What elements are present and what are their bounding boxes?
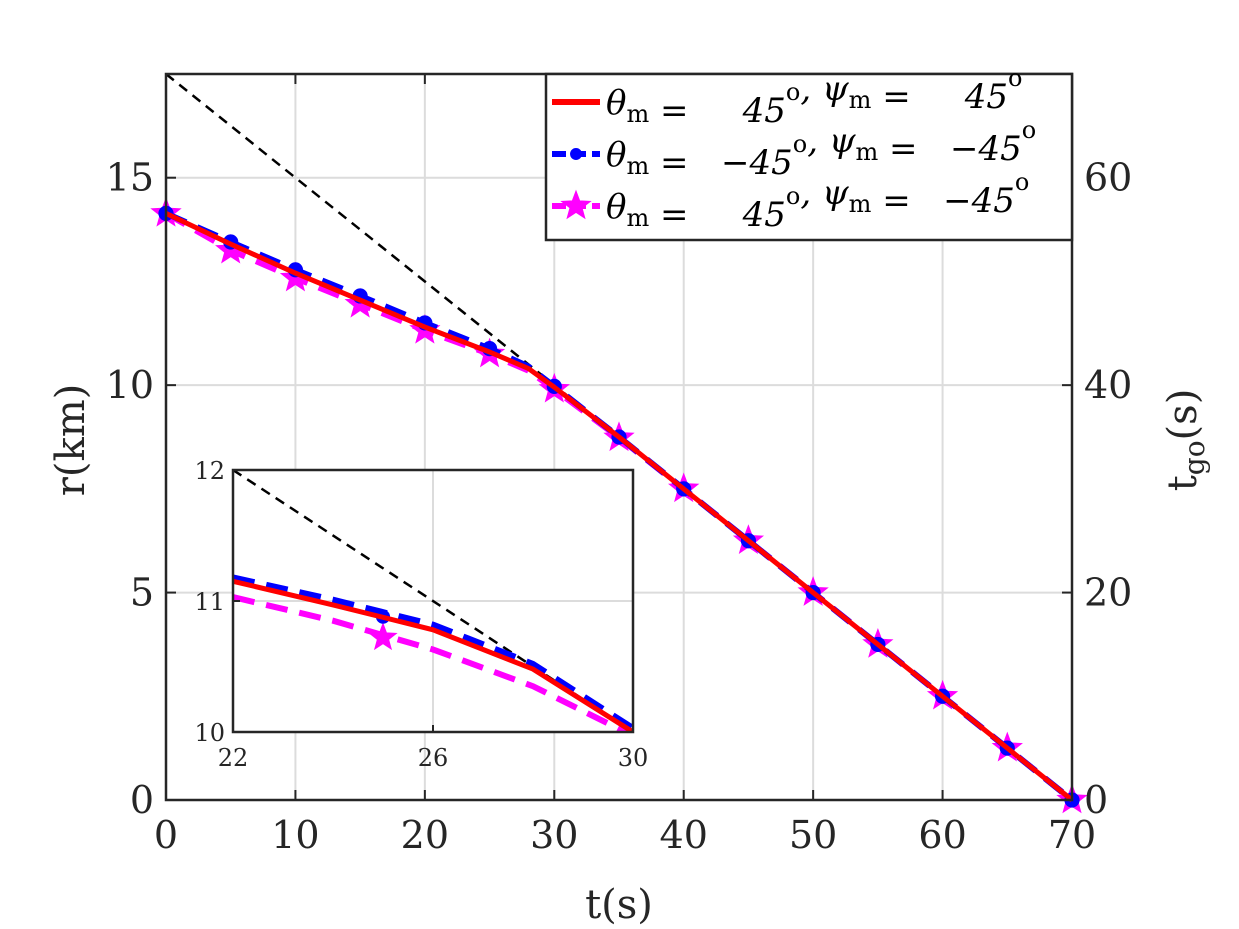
x-tick-label: 70 [1048,813,1096,857]
legend-entry-part: = 45 [649,195,786,235]
legend-entry-part: o [1008,64,1022,92]
y-axis-title-right-sub: go [1178,440,1211,475]
legend-entry-part: m [626,100,649,128]
legend-entry-part: = 45 [649,91,786,131]
y-tick-label-left: 15 [106,156,154,200]
x-tick-label: 0 [154,813,178,857]
y-tick-label-right: 60 [1084,156,1132,200]
y-tick-label-left: 0 [130,778,154,822]
y-tick-label-left: 5 [130,571,154,615]
series-marker [560,189,592,220]
legend-entry-part: o [1015,168,1029,196]
legend-entry-part: m [626,204,649,232]
inset-series-line [233,594,632,732]
legend-entry-part: = −45 [878,129,1022,169]
inset-y-tick-label: 11 [194,588,225,616]
inset-series-line [233,574,633,731]
x-tick-label: 30 [530,813,578,857]
inset-y-tick-label: 10 [194,719,225,747]
inset-series-line [233,578,633,732]
legend-entry-part: o [786,182,800,210]
x-axis-title: t(s) [585,882,653,928]
legend-entry-part: θ [606,187,626,227]
legend-entry-part: θ [606,135,626,175]
inset-x-tick-label: 22 [218,744,249,772]
inset-x-tick-label: 26 [418,744,449,772]
legend-entry-part: θ [606,83,626,123]
main-plot [150,73,1088,814]
series-line [164,210,1074,803]
legend-entry-part: m [855,138,878,166]
legend-entry-part: m [626,152,649,180]
legend-entry-part: m [849,86,872,114]
legend-entry-part: , ψ [800,173,849,213]
x-tick-label: 40 [660,813,708,857]
y-tick-label-right: 20 [1084,571,1132,615]
legend-entry-part: , ψ [800,69,849,109]
y-tick-label-right: 0 [1084,778,1108,822]
legend-entry-part: = −45 [649,143,793,183]
legend-entry-part: m [849,190,872,218]
y-tick-label-left: 10 [106,363,154,407]
legend-entry-part: = 45 [871,77,1008,117]
x-tick-label: 50 [789,813,837,857]
y-tick-label-right: 40 [1084,363,1132,407]
inset-content [233,470,633,732]
legend-entry-part: = −45 [871,181,1015,221]
series-marker [570,148,582,160]
inset-y-tick-label: 12 [194,457,225,485]
series-marker [368,622,398,651]
y-axis-title-right-unit: (s) [1160,389,1206,441]
inset-plot: 22 26 30 10 11 12 [194,457,648,772]
series-line [164,211,1074,802]
y-axis-title-right: tgo(s) [1160,389,1211,492]
legend-entry-part: , ψ [807,121,856,161]
legend-entry-part: o [786,78,800,106]
y-axis-title-left: r(km) [48,384,94,497]
x-tick-label: 60 [918,813,966,857]
inset-x-tick-label: 30 [618,744,649,772]
x-tick-label: 10 [271,813,319,857]
series-line [164,210,1074,803]
x-tick-label: 20 [401,813,449,857]
legend-box [544,72,1074,242]
legend-entry-label: θm = 45o, ψm = 45o [606,64,1022,131]
legend-entry-label: θm = 45o, ψm = −45o [606,168,1029,235]
legend-entry-part: o [793,130,807,158]
legend-entry-part: o [1022,116,1036,144]
legend-entry-label: θm = −45o, ψm = −45o [606,116,1036,183]
